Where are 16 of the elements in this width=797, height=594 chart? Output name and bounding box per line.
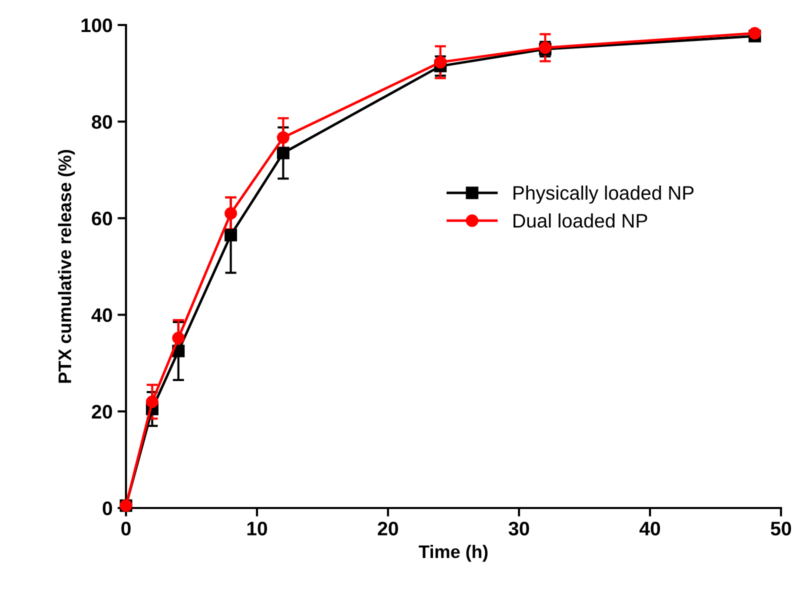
y-tick-label: 20: [92, 404, 112, 419]
y-tick-label: 80: [92, 115, 112, 129]
x-tick-label: 40: [639, 522, 660, 536]
y-axis-title: PTX cumulative release (%): [58, 150, 75, 383]
legend-label: Dual loaded NP: [514, 213, 648, 228]
x-tick-label: 10: [247, 522, 268, 536]
x-tick-label: 30: [508, 522, 530, 536]
y-tick-label: 60: [92, 212, 112, 226]
x-tick-label: 0: [121, 522, 131, 536]
y-tick-label: 100: [82, 18, 112, 32]
x-tick-label: 50: [770, 522, 792, 536]
y-tick-label: 40: [91, 308, 112, 322]
y-tick-label: 0: [102, 501, 112, 516]
legend-label: Physically loaded NP: [514, 186, 694, 204]
x-axis-title: Time (h): [418, 544, 488, 562]
x-tick-label: 20: [378, 522, 398, 536]
